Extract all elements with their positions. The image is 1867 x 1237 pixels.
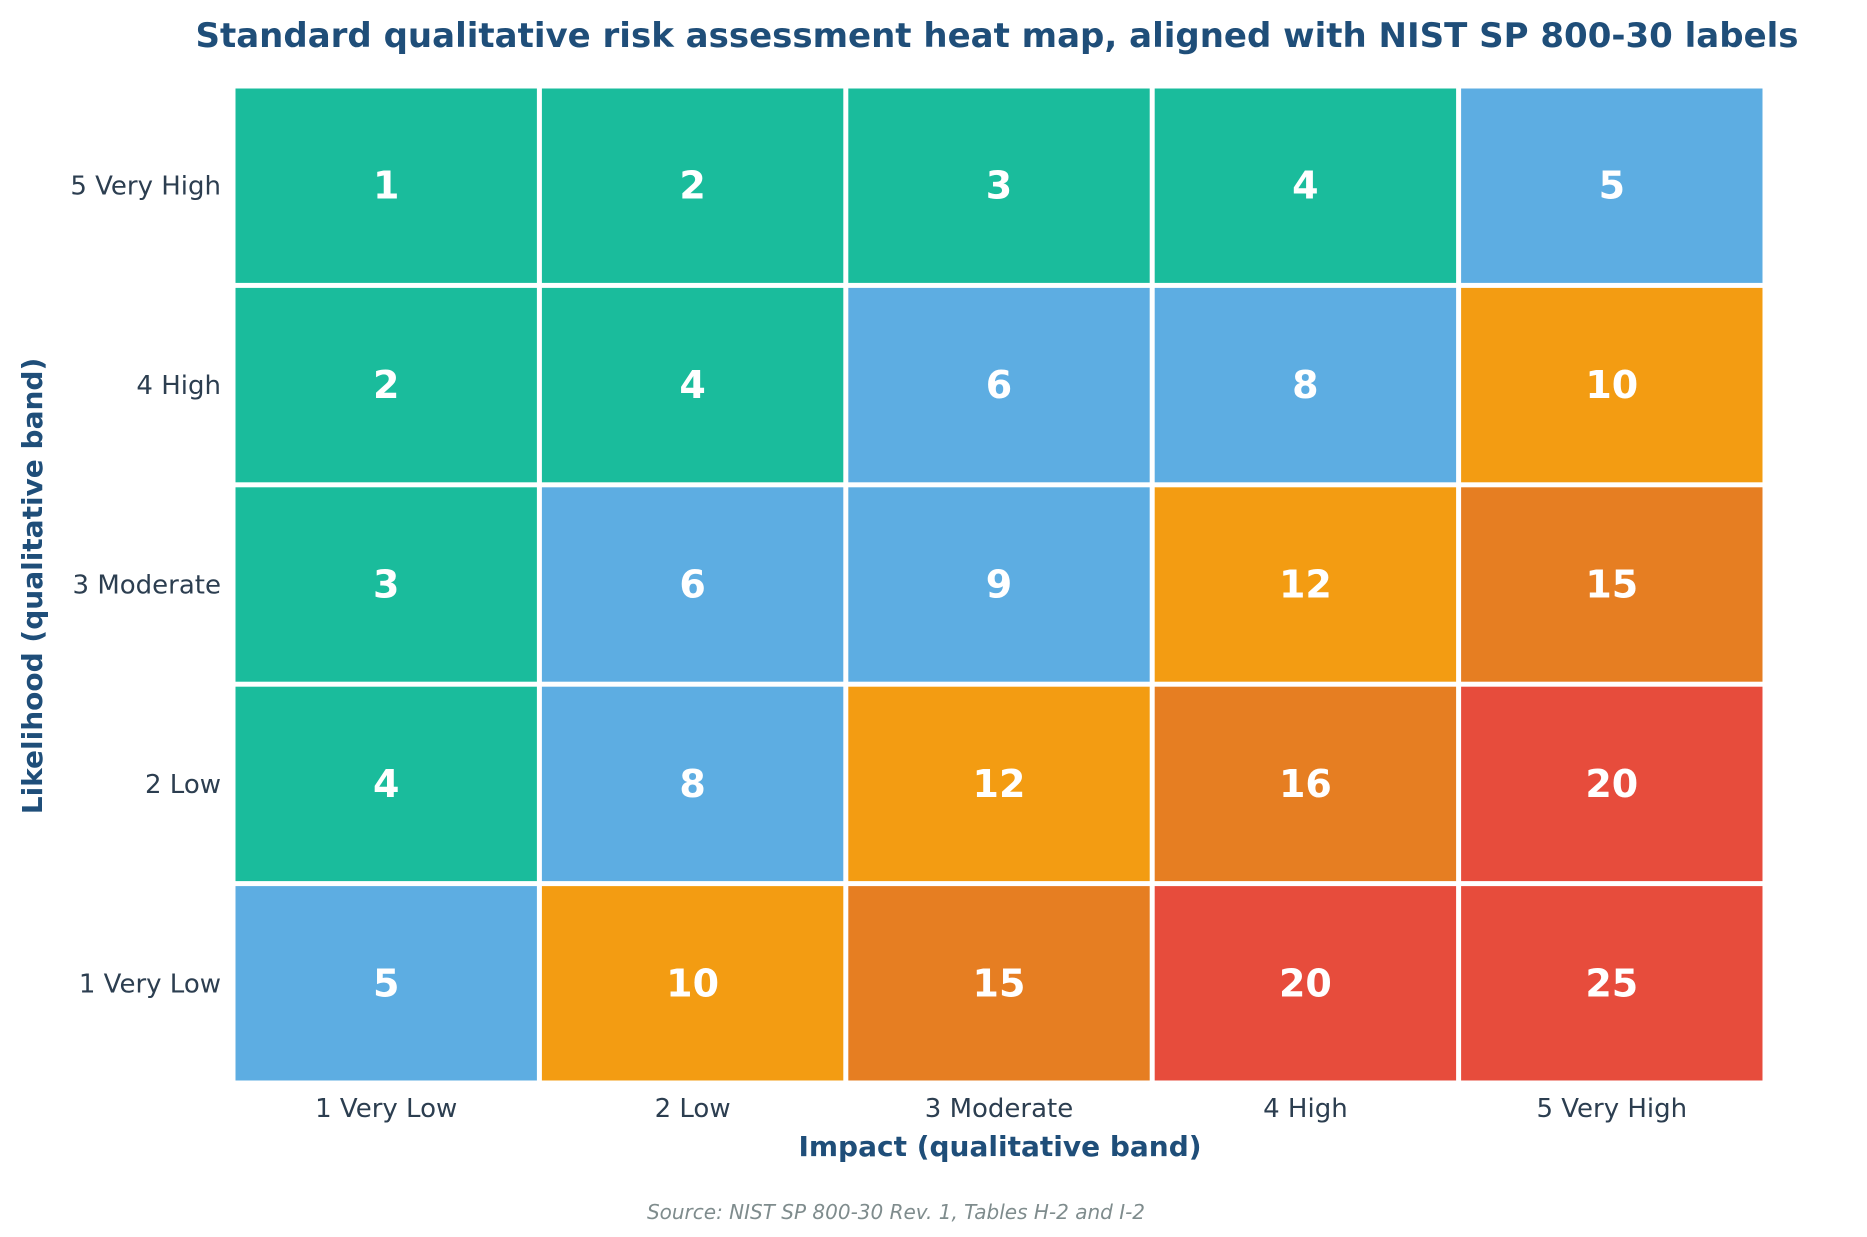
heatmap-cell-r5-c3 <box>848 886 1150 1081</box>
cell-value-label: 8 <box>679 762 705 806</box>
cell-value-label: 15 <box>1585 563 1638 607</box>
cell-value-label: 5 <box>373 961 399 1005</box>
heatmap-cell-r5-c5 <box>1461 886 1763 1081</box>
heatmap-cell-r2-c4 <box>1154 287 1457 483</box>
y-tick-label: 4 High <box>136 371 221 401</box>
heatmap-cell-r4-c3 <box>848 686 1150 882</box>
cell-value-label: 20 <box>1585 762 1638 806</box>
heatmap-cell-r3-c3 <box>848 487 1150 682</box>
x-tick-label: 4 High <box>1263 1094 1348 1124</box>
x-tick-label: 5 Very High <box>1536 1094 1687 1124</box>
heatmap-cell-r4-c2 <box>541 686 844 882</box>
heatmap-cell-r3-c1 <box>235 487 537 682</box>
cell-value-label: 16 <box>1279 762 1332 806</box>
heatmap-cell-r1-c4 <box>1154 88 1457 283</box>
cell-value-label: 15 <box>973 961 1026 1005</box>
heatmap-cell-r1-c5 <box>1461 88 1763 283</box>
y-tick-label: 2 Low <box>145 770 221 800</box>
y-axis-ticks: 5 Very High 4 High 3 Moderate 2 Low 1 Very L… <box>70 172 221 1000</box>
cell-value-label: 3 <box>986 164 1012 208</box>
cell-value-label: 25 <box>1585 961 1638 1005</box>
cell-value-label: 6 <box>986 363 1012 407</box>
cell-value-label: 6 <box>679 563 705 607</box>
cell-value-label: 4 <box>679 363 705 407</box>
x-axis-ticks: 1 Very Low 2 Low 3 Moderate 4 High 5 Very Hi… <box>315 1094 1687 1124</box>
heatmap-cell-r5-c4 <box>1154 886 1457 1081</box>
cell-value-label: 12 <box>973 762 1026 806</box>
heatmap-cell-r5-c2 <box>541 886 844 1081</box>
cell-value-label: 10 <box>666 961 719 1005</box>
heatmap-cell-r1-c3 <box>848 88 1150 283</box>
heatmap-cell-r5-c1 <box>235 886 537 1081</box>
source-note: Source: NIST SP 800-30 Rev. 1, Tables H-… <box>647 1200 1145 1224</box>
y-tick-label: 3 Moderate <box>73 571 221 601</box>
cell-value-label: 3 <box>373 563 399 607</box>
y-tick-label: 1 Very Low <box>79 969 221 999</box>
cell-value-label: 10 <box>1585 363 1638 407</box>
heatmap-cell-r4-c5 <box>1461 686 1763 882</box>
heatmap-cells: 1 2 3 4 52 4 6 8 103 6 9 12 154 8 12 16 205 10 15 20 25 <box>235 88 1763 1081</box>
heatmap-cell-r2-c5 <box>1461 287 1763 483</box>
x-tick-label: 3 Moderate <box>925 1094 1073 1124</box>
cell-value-label: 8 <box>1292 363 1318 407</box>
heatmap-cell-r3-c4 <box>1154 487 1457 682</box>
heatmap-cell-r2-c2 <box>541 287 844 483</box>
heatmap-cell-r2-c1 <box>235 287 537 483</box>
cell-value-label: 1 <box>373 164 399 208</box>
x-tick-label: 2 Low <box>655 1094 731 1124</box>
cell-value-label: 20 <box>1279 961 1332 1005</box>
x-axis-label: Impact (qualitative band) <box>798 1130 1201 1163</box>
cell-value-label: 4 <box>1292 164 1318 208</box>
x-tick-label: 1 Very Low <box>315 1094 457 1124</box>
cell-value-label: 9 <box>986 563 1012 607</box>
y-axis-label: Likelihood (qualitative band) <box>16 358 49 815</box>
heatmap-cell-r1-c1 <box>235 88 537 283</box>
chart-title: Standard qualitative risk assessment hea… <box>195 16 1798 56</box>
heatmap-cell-r3-c5 <box>1461 487 1763 682</box>
heatmap-cell-r4-c4 <box>1154 686 1457 882</box>
cell-value-label: 4 <box>373 762 399 806</box>
cell-value-label: 2 <box>679 164 705 208</box>
cell-value-label: 5 <box>1599 164 1625 208</box>
y-tick-label: 5 Very High <box>70 172 221 202</box>
heatmap-cell-r3-c2 <box>541 487 844 682</box>
heatmap-cell-r1-c2 <box>541 88 844 283</box>
cell-value-label: 12 <box>1279 563 1332 607</box>
cell-value-label: 2 <box>373 363 399 407</box>
heatmap-cell-r4-c1 <box>235 686 537 882</box>
heatmap-cell-r2-c3 <box>848 287 1150 483</box>
